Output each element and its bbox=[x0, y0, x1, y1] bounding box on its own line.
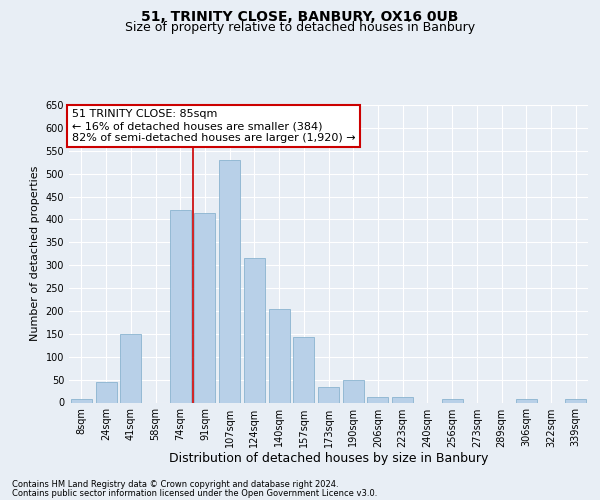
Bar bbox=[343, 380, 364, 402]
Bar bbox=[516, 400, 537, 402]
Y-axis label: Number of detached properties: Number of detached properties bbox=[30, 166, 40, 342]
Text: Contains public sector information licensed under the Open Government Licence v3: Contains public sector information licen… bbox=[12, 488, 377, 498]
Bar bbox=[244, 258, 265, 402]
Text: 51, TRINITY CLOSE, BANBURY, OX16 0UB: 51, TRINITY CLOSE, BANBURY, OX16 0UB bbox=[142, 10, 458, 24]
Bar bbox=[269, 308, 290, 402]
Text: Contains HM Land Registry data © Crown copyright and database right 2024.: Contains HM Land Registry data © Crown c… bbox=[12, 480, 338, 489]
Bar bbox=[293, 337, 314, 402]
Text: 51 TRINITY CLOSE: 85sqm
← 16% of detached houses are smaller (384)
82% of semi-d: 51 TRINITY CLOSE: 85sqm ← 16% of detache… bbox=[71, 110, 355, 142]
Bar bbox=[367, 396, 388, 402]
Bar bbox=[120, 334, 141, 402]
Bar bbox=[442, 399, 463, 402]
Bar bbox=[95, 382, 116, 402]
Bar bbox=[170, 210, 191, 402]
Bar bbox=[318, 388, 339, 402]
Bar bbox=[71, 399, 92, 402]
Bar bbox=[392, 396, 413, 402]
Text: Size of property relative to detached houses in Banbury: Size of property relative to detached ho… bbox=[125, 21, 475, 34]
Bar bbox=[219, 160, 240, 402]
X-axis label: Distribution of detached houses by size in Banbury: Distribution of detached houses by size … bbox=[169, 452, 488, 466]
Bar bbox=[565, 400, 586, 402]
Bar bbox=[194, 212, 215, 402]
